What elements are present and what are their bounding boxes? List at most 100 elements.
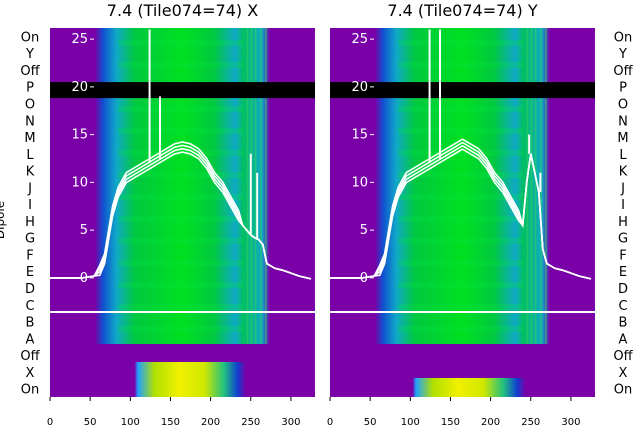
overlay-ytick: 0 bbox=[80, 271, 88, 286]
row-label: Y bbox=[25, 47, 34, 62]
heatmap-stripe bbox=[118, 172, 243, 178]
x-tick-label: 300 bbox=[281, 417, 300, 428]
row-label: Off bbox=[20, 64, 40, 79]
heatmap-stripe bbox=[118, 40, 243, 46]
heatmap-streak bbox=[526, 28, 529, 344]
row-label: A bbox=[26, 332, 35, 347]
row-label: P bbox=[619, 81, 627, 96]
row-label: F bbox=[26, 248, 33, 263]
heatmap-stripe bbox=[398, 238, 523, 244]
heatmap-stripe bbox=[118, 326, 243, 332]
y-axis-label: Dipole bbox=[0, 201, 7, 239]
overlay-ytick: 10 bbox=[71, 175, 88, 190]
overlay-ytick: 25 bbox=[71, 32, 88, 47]
row-label: G bbox=[25, 232, 35, 247]
row-label: On bbox=[21, 383, 39, 398]
overlay-ytick: 10 bbox=[351, 175, 368, 190]
heatmap-stripe bbox=[118, 106, 243, 112]
row-label: N bbox=[618, 114, 628, 129]
overlay-ytick: 20 bbox=[351, 80, 368, 95]
row-label: N bbox=[25, 114, 35, 129]
row-label: L bbox=[26, 148, 34, 163]
row-label: Off bbox=[613, 349, 633, 364]
overlay-ytick: 15 bbox=[351, 128, 368, 143]
heatmap-stripe bbox=[118, 260, 243, 266]
x-tick-label: 250 bbox=[521, 417, 540, 428]
row-label: On bbox=[614, 383, 632, 398]
row-label: O bbox=[25, 97, 35, 112]
x-tick-label: 200 bbox=[201, 417, 220, 428]
chart-title: 7.4 (Tile074=74) X bbox=[107, 1, 258, 20]
row-label: K bbox=[619, 165, 628, 180]
overlay-line bbox=[330, 138, 592, 280]
row-label: L bbox=[619, 148, 627, 163]
overlay-ytick: 0 bbox=[360, 271, 368, 286]
heatmap-stripe bbox=[398, 106, 523, 112]
row-label: X bbox=[26, 366, 35, 381]
x-tick-label: 100 bbox=[401, 417, 420, 428]
x-tick-label: 250 bbox=[241, 417, 260, 428]
heatmap-streak bbox=[534, 28, 537, 344]
overlay-ytick: 5 bbox=[360, 223, 368, 238]
overlay-ytick: 25 bbox=[351, 32, 368, 47]
heatmap-streak bbox=[246, 28, 249, 344]
x-tick-label: 50 bbox=[84, 417, 97, 428]
row-label: O bbox=[618, 97, 628, 112]
row-label: J bbox=[27, 181, 32, 196]
row-label: I bbox=[28, 198, 32, 213]
heatmap-streak bbox=[530, 28, 533, 344]
heatmap-stripe bbox=[118, 128, 243, 134]
row-label: M bbox=[617, 131, 628, 146]
heatmap-off-row bbox=[330, 344, 595, 360]
heatmap-stripe bbox=[118, 62, 243, 68]
row-label: Off bbox=[20, 349, 40, 364]
heatmap-stripe bbox=[398, 194, 523, 200]
heatmap-stripe bbox=[398, 282, 523, 288]
row-label: Off bbox=[613, 64, 633, 79]
heatmap-stripe bbox=[118, 282, 243, 288]
x-tick-label: 50 bbox=[364, 417, 377, 428]
x-tick-label: 0 bbox=[327, 417, 333, 428]
row-label: On bbox=[21, 30, 39, 45]
heatmap-stripe bbox=[398, 150, 523, 156]
x-tick-label: 300 bbox=[561, 417, 580, 428]
row-label: F bbox=[619, 248, 626, 263]
x-tick-label: 150 bbox=[161, 417, 180, 428]
heatmap-stripe bbox=[398, 216, 523, 222]
row-label: D bbox=[25, 282, 35, 297]
heatmap-stripe bbox=[118, 304, 243, 310]
heatmap-stripe bbox=[118, 238, 243, 244]
x-tick-label: 200 bbox=[481, 417, 500, 428]
row-label: H bbox=[25, 215, 35, 230]
overlay-ytick: 5 bbox=[80, 223, 88, 238]
x-tick-label: 150 bbox=[441, 417, 460, 428]
row-label: X bbox=[619, 366, 628, 381]
row-label: E bbox=[26, 265, 34, 280]
row-label: B bbox=[26, 316, 35, 331]
row-label: K bbox=[26, 165, 35, 180]
row-label: G bbox=[618, 232, 628, 247]
row-label: C bbox=[618, 299, 627, 314]
row-label: P bbox=[26, 81, 34, 96]
heatmap-streak bbox=[545, 28, 547, 344]
heatmap-streak bbox=[265, 28, 267, 344]
chart-title: 7.4 (Tile074=74) Y bbox=[387, 1, 537, 20]
overlay-line bbox=[50, 141, 312, 280]
heatmap-stripe bbox=[398, 172, 523, 178]
dead-band bbox=[50, 82, 315, 99]
heatmap-streak bbox=[254, 28, 257, 344]
heatmap-stripe bbox=[398, 304, 523, 310]
heatmap-stripe bbox=[118, 216, 243, 222]
heatmap-stripe bbox=[398, 62, 523, 68]
heatmap-stripe bbox=[398, 40, 523, 46]
heatmap-lower bbox=[104, 362, 271, 397]
heatmap-stripe bbox=[398, 128, 523, 134]
heatmap-stripe bbox=[398, 326, 523, 332]
row-label: Y bbox=[618, 47, 627, 62]
overlay-ytick: 20 bbox=[71, 80, 88, 95]
row-label: C bbox=[25, 299, 34, 314]
row-label: D bbox=[618, 282, 628, 297]
